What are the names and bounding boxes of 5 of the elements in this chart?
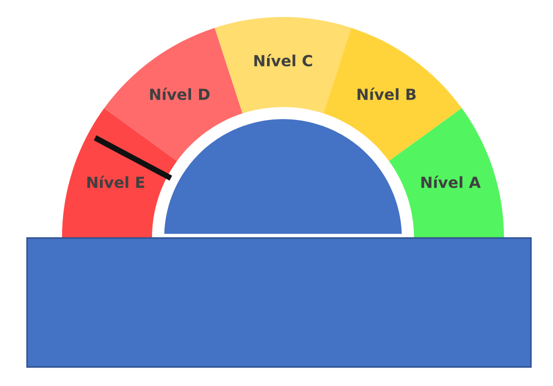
slice-label: Nível B [358, 88, 416, 100]
slice-label: Nível D [150, 88, 210, 100]
slice-label: Nível C [254, 54, 312, 66]
slice-label: Nível E [87, 176, 144, 188]
slice-label: Nível A [421, 176, 481, 188]
